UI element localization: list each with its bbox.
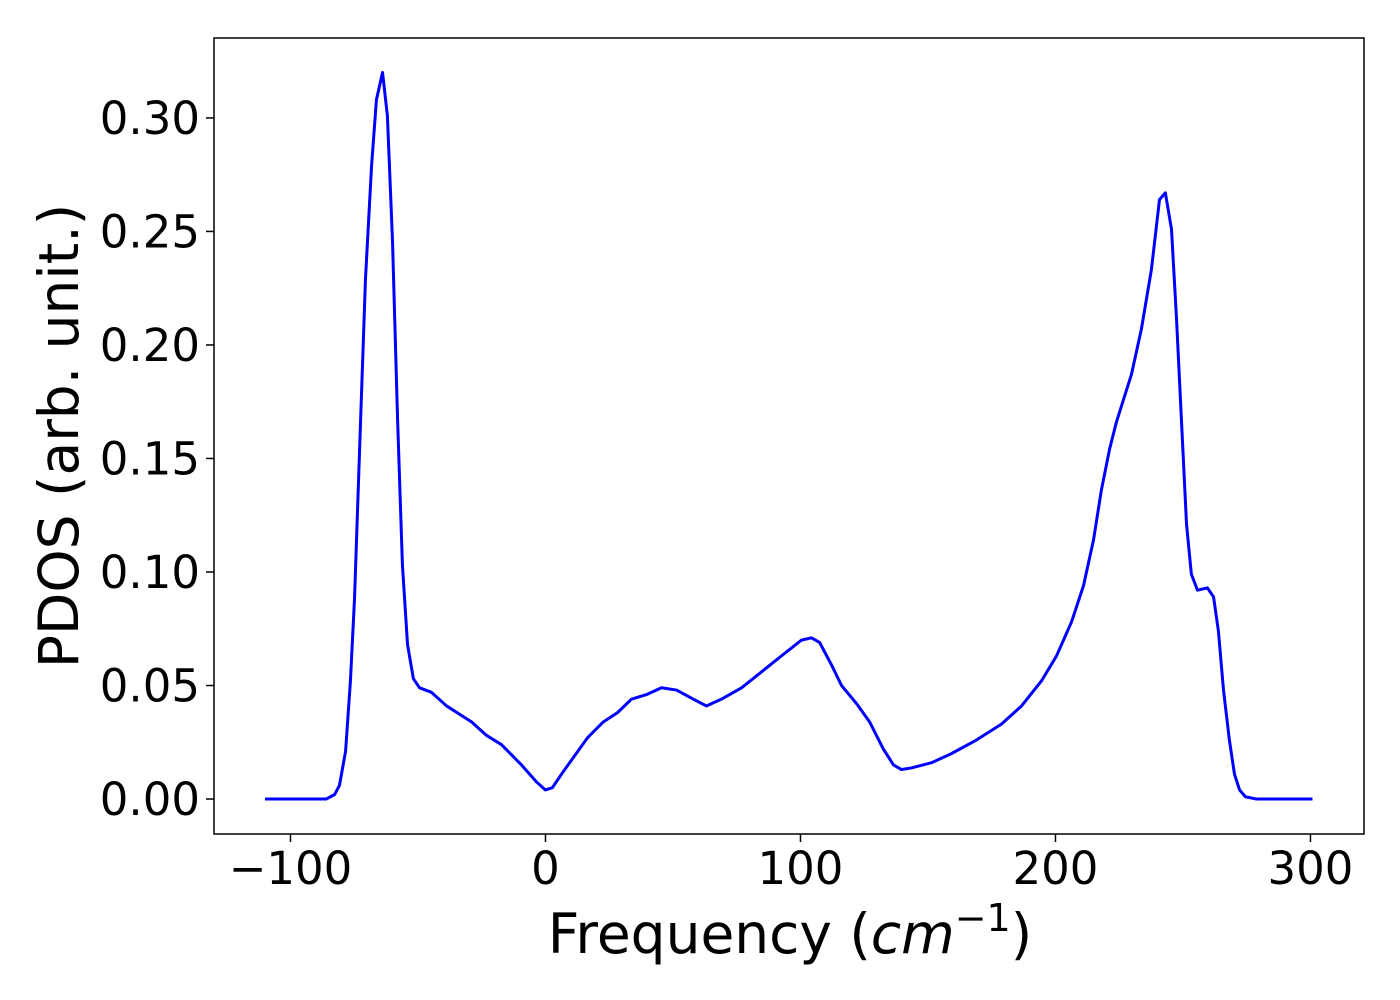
y-tick-label: 0.00 <box>100 773 200 826</box>
y-tick-label: 0.30 <box>100 92 200 145</box>
x-axis-label: Frequency (cm−1) <box>548 896 1032 966</box>
x-label-text: Frequency ( <box>548 902 871 966</box>
x-tick-label: −100 <box>229 842 353 895</box>
y-tick-label: 0.10 <box>100 546 200 599</box>
y-tick-label: 0.20 <box>100 319 200 372</box>
x-label-close: ) <box>1011 902 1032 966</box>
x-tick-label: 200 <box>1013 842 1099 895</box>
y-tick-label: 0.05 <box>100 660 200 713</box>
x-label-unit: cm <box>871 902 955 966</box>
x-label-exponent: −1 <box>955 896 1011 940</box>
y-axis-label: PDOS (arb. unit.) <box>27 204 91 668</box>
y-tick-label: 0.25 <box>100 205 200 258</box>
y-tick-label: 0.15 <box>100 432 200 485</box>
x-tick-label: 0 <box>531 842 560 895</box>
x-tick-label: 300 <box>1267 842 1353 895</box>
plot-frame <box>213 37 1365 835</box>
data-line <box>264 71 1313 801</box>
x-tick-label: 100 <box>758 842 844 895</box>
